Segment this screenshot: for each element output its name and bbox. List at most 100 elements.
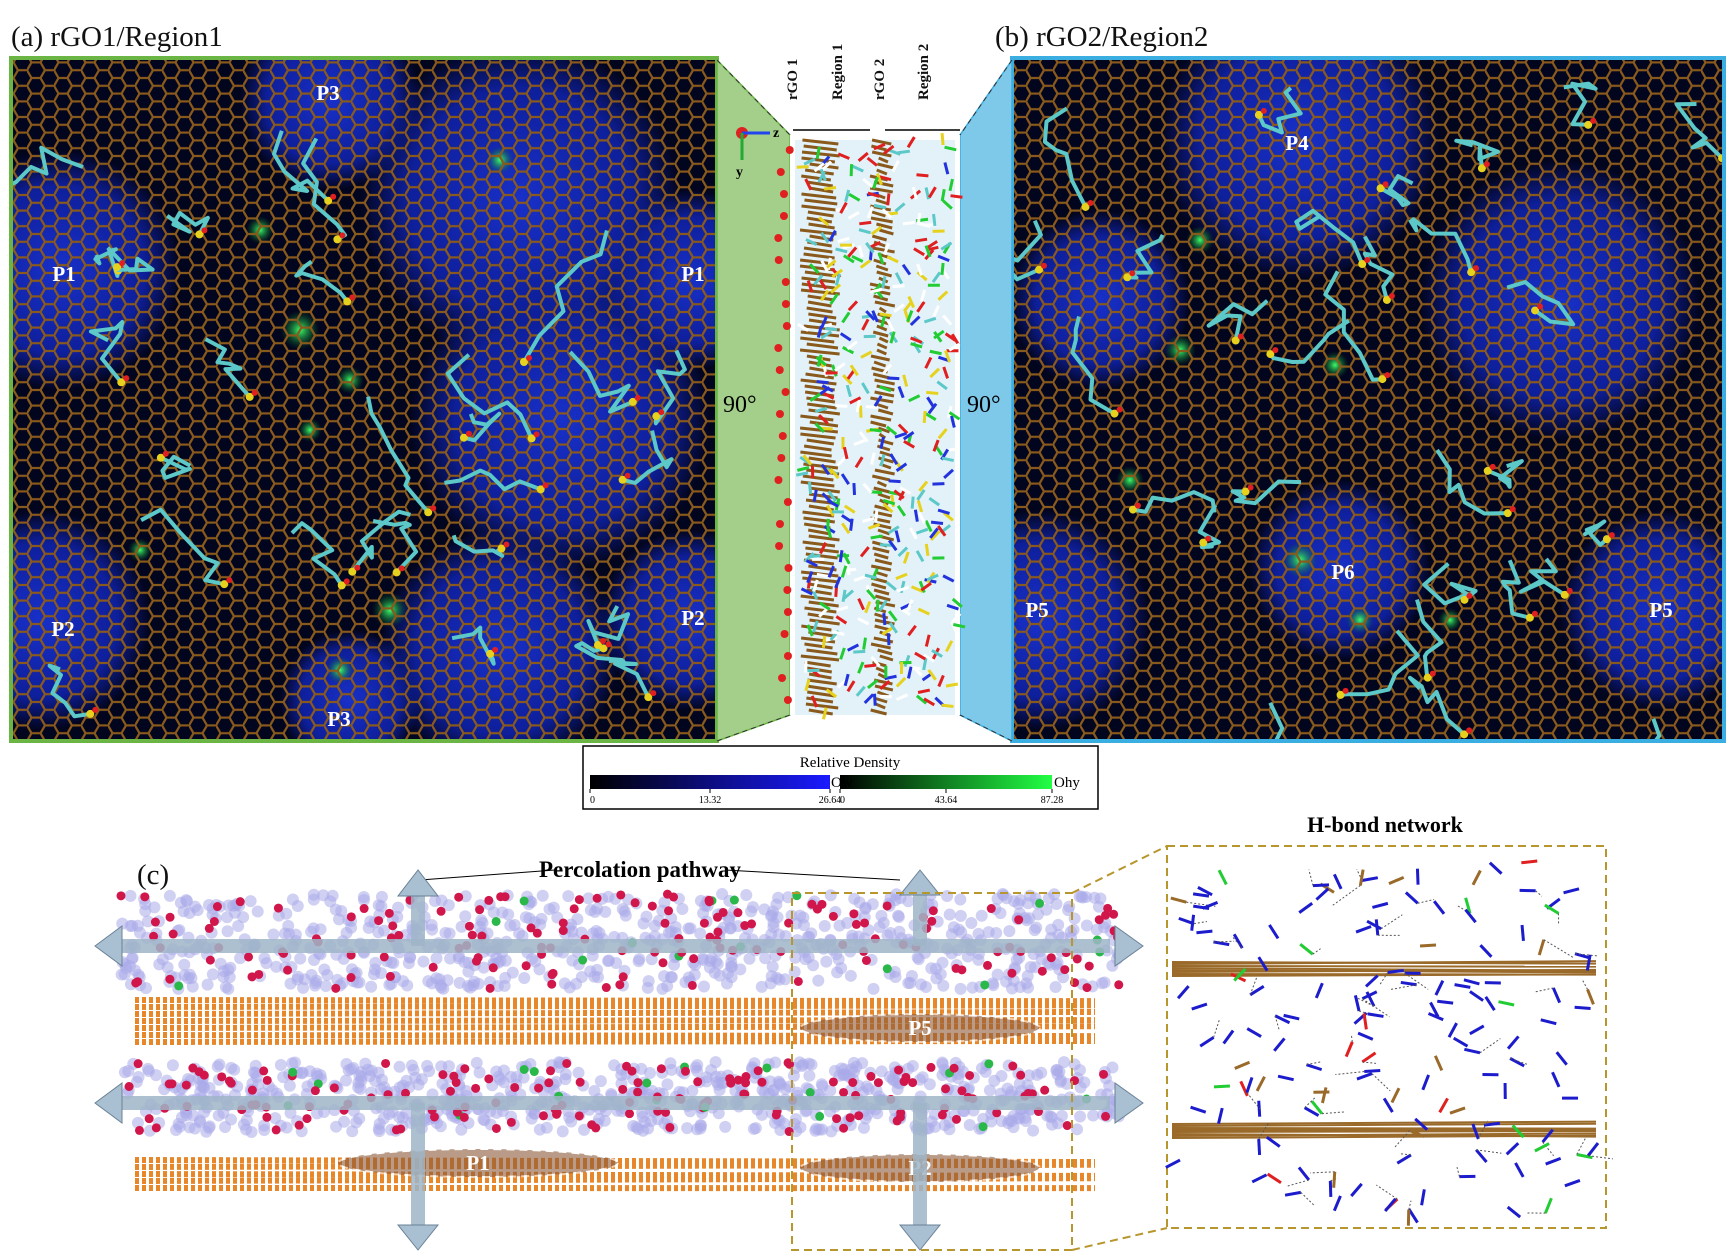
sulfonate — [1483, 466, 1492, 475]
hydroxyl — [575, 1077, 585, 1087]
molecule — [906, 599, 914, 612]
hydroxyl — [951, 1114, 961, 1124]
molecule — [847, 300, 859, 312]
oxygen — [774, 344, 783, 352]
sulfonate — [1584, 120, 1593, 129]
molecule — [942, 366, 950, 379]
hydroxyl — [150, 917, 160, 927]
water-bead — [383, 1107, 396, 1120]
water-bead — [768, 1116, 781, 1129]
polymer — [1408, 675, 1466, 736]
oxygen — [1608, 532, 1615, 539]
water-bead — [766, 960, 779, 973]
pore-label: P3 — [316, 81, 339, 105]
hydroxyl — [664, 906, 674, 916]
hydroxyl — [558, 926, 568, 936]
graphene — [878, 306, 887, 314]
water-bead — [439, 926, 452, 939]
molecule — [857, 245, 864, 258]
water-stick — [1544, 1197, 1553, 1214]
molecule — [878, 599, 888, 612]
water-bead — [1023, 1069, 1036, 1082]
graphene — [873, 552, 889, 560]
pore-label: P1 — [52, 262, 75, 286]
hydroxyl — [491, 916, 501, 926]
polymer — [11, 145, 84, 187]
water-bead — [856, 1057, 869, 1070]
polymer — [1127, 233, 1165, 280]
water-stick — [1232, 933, 1244, 949]
water-bead — [307, 893, 320, 906]
hydroxyl — [660, 918, 670, 928]
oxygen — [1466, 727, 1473, 734]
molecule — [928, 497, 941, 507]
molecule — [924, 634, 931, 647]
graphene — [805, 702, 839, 710]
molecule — [881, 208, 893, 219]
water-bead — [1048, 888, 1061, 901]
hydroxyl — [601, 983, 611, 993]
hydroxyl — [587, 1120, 597, 1130]
water-stick — [1574, 1005, 1591, 1010]
hydroxyl — [1023, 1088, 1033, 1098]
oxygen — [1429, 670, 1436, 677]
graphene — [877, 648, 893, 656]
molecule — [887, 610, 898, 622]
graphene — [875, 702, 886, 710]
molecule — [847, 246, 858, 258]
water-bead — [375, 967, 388, 980]
molecule — [901, 263, 912, 276]
molecule — [869, 287, 883, 294]
oxygen — [775, 366, 784, 374]
hydroxyl — [817, 899, 827, 909]
water-bead — [594, 1075, 607, 1088]
hydroxyl — [381, 1058, 391, 1068]
water-bead — [995, 1115, 1008, 1128]
water-bead — [237, 1118, 250, 1131]
molecule — [891, 160, 900, 173]
graphene — [879, 228, 894, 236]
graphene — [876, 270, 893, 278]
water-stick — [1488, 861, 1503, 875]
graphene — [799, 228, 837, 236]
molecule — [842, 552, 851, 565]
hydroxyl — [477, 931, 487, 941]
water-bead — [267, 928, 280, 941]
sulfonate — [1231, 336, 1240, 345]
water-bead — [345, 921, 358, 934]
water-bead — [867, 982, 880, 995]
water-bead — [1058, 1056, 1071, 1069]
molecule — [853, 649, 866, 654]
water-stick — [1537, 939, 1546, 956]
hydroxyl — [894, 1065, 904, 1075]
water-stick — [1344, 1041, 1354, 1058]
water-bead — [803, 1069, 816, 1082]
hbond — [1306, 1061, 1322, 1066]
hydroxyl — [254, 969, 264, 979]
molecule — [897, 423, 909, 435]
graphene — [876, 222, 893, 230]
water-bead — [533, 963, 546, 976]
water-bead — [396, 1111, 409, 1124]
molecule — [910, 336, 923, 344]
water-stick — [1586, 1142, 1600, 1157]
molecule — [806, 624, 814, 637]
molecule — [924, 187, 931, 200]
molecule — [888, 622, 899, 634]
graphene — [807, 300, 832, 308]
molecule — [887, 539, 898, 552]
polymer — [1583, 519, 1609, 547]
sulfonate — [156, 453, 165, 462]
rotation-label: 90° — [723, 392, 757, 418]
water-bead — [719, 1120, 732, 1133]
hydroxyl — [273, 903, 283, 913]
sulfonate — [1199, 538, 1208, 547]
molecule — [827, 565, 835, 578]
graphene — [809, 162, 839, 170]
hydroxyl — [901, 1072, 911, 1082]
molecule — [942, 574, 955, 583]
molecule — [937, 428, 948, 440]
graphene — [874, 378, 895, 386]
water-bead — [161, 961, 174, 974]
water-bead — [1067, 923, 1080, 936]
